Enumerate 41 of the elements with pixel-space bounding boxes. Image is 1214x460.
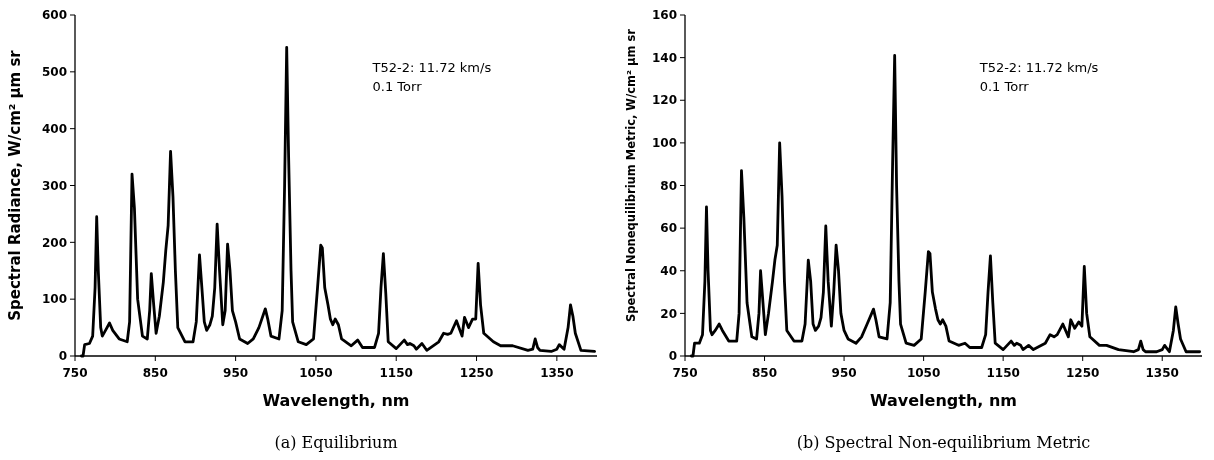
x-tick-label: 750 <box>672 366 698 380</box>
x-tick-label: 1350 <box>1145 366 1179 380</box>
y-tick-label: 0 <box>58 349 67 364</box>
x-tick-label: 1150 <box>379 366 413 380</box>
x-tick-label: 750 <box>62 366 88 380</box>
y-tick-label: 0 <box>668 349 677 364</box>
x-tick-label: 850 <box>752 366 778 380</box>
y-tick-label: 300 <box>41 178 67 193</box>
y-axis-title: Spectral Radiance, W/cm² μm sr <box>6 49 24 321</box>
y-tick-label: 100 <box>41 292 67 307</box>
annotation: 0.1 Torr <box>372 79 423 94</box>
annotation: T52-2: 11.72 km/s <box>371 60 492 75</box>
x-tick-label: 850 <box>142 366 168 380</box>
x-tick-label: 1250 <box>1065 366 1100 380</box>
text: (a) Equilibrium <box>274 433 398 452</box>
y-tick-label: 140 <box>651 50 677 65</box>
x-tick-label: 1350 <box>540 366 574 380</box>
x-tick-label: 1050 <box>299 366 333 380</box>
x-tick-label: 1250 <box>459 366 494 380</box>
x-tick-label: 1050 <box>906 366 941 380</box>
y-tick-label: 120 <box>651 93 677 108</box>
text: (b) Spectral Non-equilibrium Metric <box>796 433 1091 452</box>
x-axis-title: Wavelength, nm <box>869 391 1018 410</box>
x-tick-label: 950 <box>223 366 249 380</box>
y-axis-title: Spectral Nonequilibrium Metric, W/cm² μm sr <box>624 28 638 323</box>
y-tick-label: 80 <box>660 178 677 193</box>
y-tick-label: 600 <box>41 8 67 23</box>
y-tick-label: 60 <box>660 221 677 236</box>
y-tick-label: 40 <box>660 263 677 278</box>
y-tick-label: 200 <box>41 235 67 250</box>
y-tick-label: 20 <box>660 306 677 321</box>
x-tick-label: 950 <box>831 366 857 380</box>
line-series <box>689 54 1202 358</box>
y-tick-label: 400 <box>41 121 67 136</box>
x-axis-title: Wavelength, nm <box>262 391 410 410</box>
x-tick-label: 1150 <box>986 366 1020 380</box>
y-tick-label: 500 <box>41 65 67 80</box>
annotation: T52-2: 11.72 km/s <box>978 60 1099 75</box>
annotation: 0.1 Torr <box>979 79 1030 94</box>
y-tick-label: 160 <box>651 8 677 23</box>
y-tick-label: 100 <box>651 136 677 151</box>
